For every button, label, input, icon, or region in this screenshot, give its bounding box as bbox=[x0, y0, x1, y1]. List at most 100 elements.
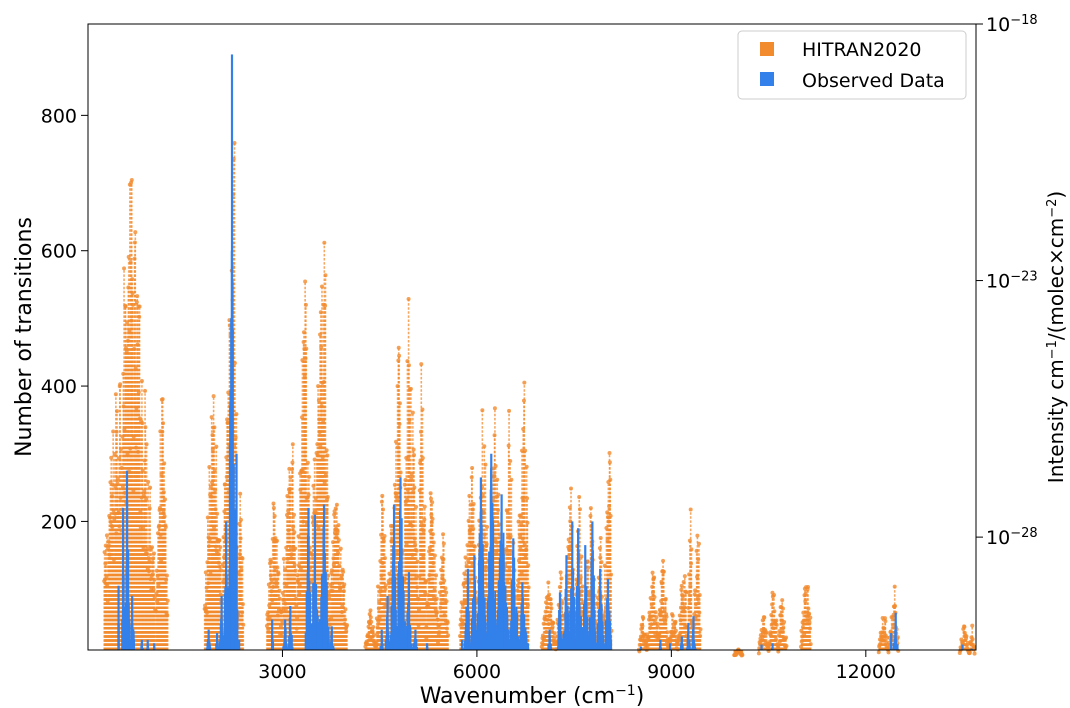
observed-bar bbox=[639, 646, 643, 650]
observed-band bbox=[547, 629, 553, 650]
hitran-point bbox=[653, 610, 658, 615]
hitran-point bbox=[507, 408, 512, 413]
hitran-point bbox=[807, 611, 812, 616]
hitran-point bbox=[608, 513, 613, 518]
observed-band bbox=[485, 453, 498, 650]
hitran-point bbox=[207, 465, 212, 470]
hitran-point bbox=[217, 538, 222, 543]
hitran-point bbox=[664, 614, 669, 619]
hitran-point bbox=[104, 533, 109, 538]
hitran-point bbox=[325, 494, 330, 499]
observed-band bbox=[892, 612, 899, 650]
hitran-point bbox=[410, 410, 415, 415]
plot-area-frame bbox=[87, 23, 977, 651]
hitran-point bbox=[381, 507, 386, 512]
observed-data-series bbox=[117, 54, 973, 651]
hitran-point bbox=[291, 512, 296, 517]
hitran-point bbox=[549, 602, 554, 607]
hitran-point bbox=[784, 643, 789, 648]
y-right-tick-label: 10−28 bbox=[986, 526, 1038, 550]
hitran-point bbox=[652, 575, 657, 580]
observed-bar bbox=[610, 640, 613, 650]
observed-bar bbox=[309, 623, 312, 650]
observed-bar bbox=[230, 54, 234, 651]
hitran-point bbox=[382, 533, 387, 538]
hitran-point bbox=[429, 496, 434, 501]
observed-bar bbox=[548, 629, 551, 650]
observed-bar bbox=[688, 639, 691, 650]
observed-band bbox=[152, 643, 156, 650]
hitran-point bbox=[483, 462, 488, 467]
observed-band bbox=[206, 629, 212, 650]
observed-bar bbox=[380, 629, 383, 650]
hitran-point bbox=[441, 532, 446, 537]
hitran-point bbox=[368, 608, 373, 613]
hitran-point bbox=[526, 585, 531, 590]
hitran-point bbox=[882, 616, 887, 621]
hitran-point bbox=[336, 538, 341, 543]
hitran-band bbox=[732, 647, 745, 658]
hitran-point bbox=[652, 594, 657, 599]
observed-bar bbox=[220, 595, 223, 650]
hitran-point bbox=[493, 463, 498, 468]
hitran-point bbox=[523, 448, 528, 453]
y-right-tick-label: 10−23 bbox=[986, 269, 1038, 293]
hitran-point bbox=[240, 602, 245, 607]
x-axis: 3000 6000 9000 12000 bbox=[258, 650, 896, 683]
hitran-point bbox=[428, 491, 433, 496]
hitran-point bbox=[413, 504, 418, 509]
hitran-point bbox=[152, 577, 157, 582]
observed-bar bbox=[291, 634, 293, 650]
observed-bar bbox=[594, 632, 597, 650]
observed-bar bbox=[890, 633, 893, 650]
observed-band bbox=[425, 643, 429, 650]
hitran-point bbox=[784, 635, 789, 640]
observed-band bbox=[282, 619, 289, 650]
observed-bar bbox=[527, 643, 530, 650]
hitran-point bbox=[569, 486, 574, 491]
observed-bar bbox=[490, 453, 493, 650]
hitran-band bbox=[424, 491, 441, 650]
hitran-point bbox=[762, 615, 767, 620]
observed-band bbox=[384, 595, 391, 650]
hitran-point bbox=[277, 588, 282, 593]
hitran-band bbox=[766, 590, 781, 654]
hitran-point bbox=[420, 407, 425, 412]
hitran-point bbox=[312, 457, 317, 462]
observed-bar bbox=[291, 646, 294, 650]
hitran-point bbox=[585, 559, 590, 564]
observed-bar bbox=[322, 504, 326, 650]
observed-bar bbox=[469, 645, 472, 650]
hitran-band bbox=[363, 608, 379, 650]
observed-bar bbox=[521, 582, 524, 650]
hitran-point bbox=[696, 541, 701, 546]
observed-band bbox=[686, 622, 691, 650]
observed-bar bbox=[771, 643, 774, 650]
observed-bar bbox=[395, 609, 397, 650]
hitran-point bbox=[893, 604, 898, 609]
observed-bar bbox=[659, 639, 662, 650]
hitran-point bbox=[412, 453, 417, 458]
hitran-point bbox=[808, 642, 813, 647]
observed-bar bbox=[591, 521, 594, 650]
observed-band bbox=[318, 504, 331, 650]
observed-bar bbox=[392, 504, 396, 650]
hitran-point bbox=[443, 586, 448, 591]
y-left-tick-label: 400 bbox=[41, 376, 77, 398]
observed-bar bbox=[209, 646, 212, 650]
hitran-point bbox=[369, 619, 374, 624]
hitran-point bbox=[431, 540, 436, 545]
hitran-point bbox=[334, 502, 339, 507]
observed-bar bbox=[561, 643, 564, 650]
hitran-point bbox=[342, 582, 347, 587]
hitran-point bbox=[430, 500, 435, 505]
observed-bar bbox=[388, 641, 391, 650]
observed-band bbox=[970, 648, 973, 650]
observed-bar bbox=[235, 453, 238, 650]
hitran-point bbox=[271, 505, 276, 510]
hitran-point bbox=[764, 630, 769, 635]
hitran-point bbox=[307, 474, 312, 479]
hitran-point bbox=[524, 464, 529, 469]
observed-bar bbox=[558, 592, 562, 650]
hitran-point bbox=[164, 573, 169, 578]
